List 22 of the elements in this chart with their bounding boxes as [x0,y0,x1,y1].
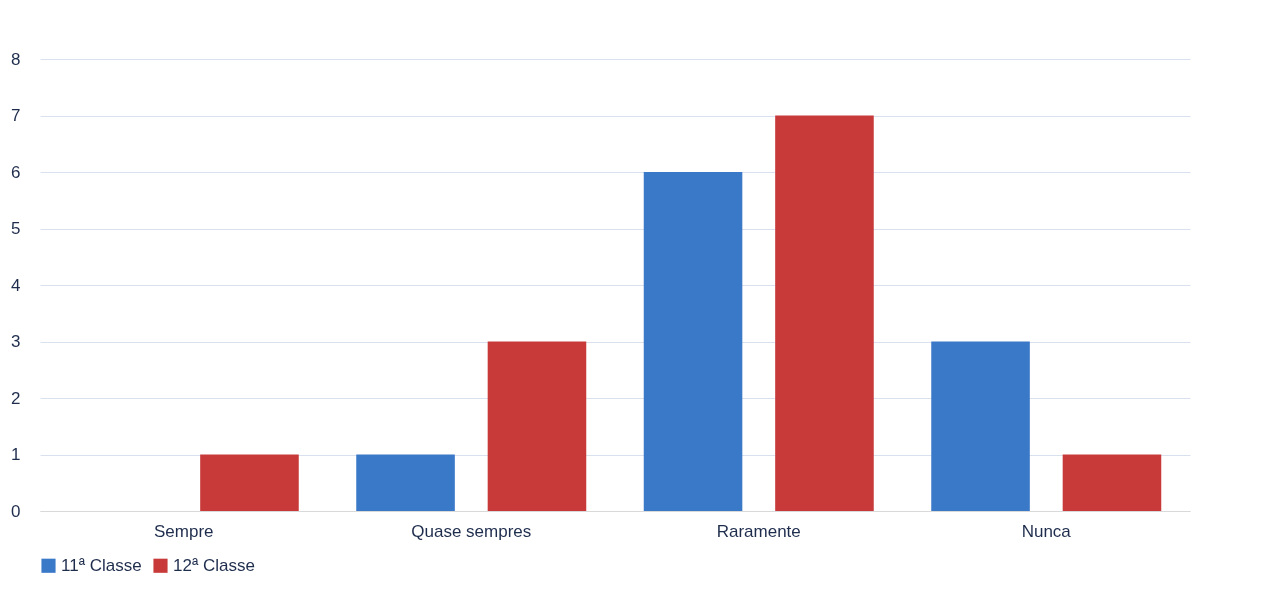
y-tick-label: 7 [11,106,21,125]
bar [356,454,455,511]
y-tick-label: 2 [11,388,21,408]
y-tick-label: 6 [11,162,21,182]
bar [775,115,874,511]
y-tick-label: 8 [11,49,21,69]
y-tick-label: 5 [11,219,21,238]
legend-label: 12ª Classe [173,555,255,575]
bar [1062,454,1162,511]
bar [487,341,587,511]
x-tick-label: Raramente [716,521,801,541]
x-tick-label: Sempre [153,521,214,541]
y-tick-label: 1 [11,445,21,464]
y-tick-label: 3 [11,332,21,351]
bar [643,172,743,511]
x-tick-label: Nunca [1021,521,1072,541]
bar [931,341,1030,511]
y-tick-label: 0 [11,501,21,521]
legend-label: 11ª Classe [61,555,142,575]
bar [200,454,299,511]
y-tick-label: 4 [11,275,21,295]
x-tick-label: Quase sempres [411,521,532,541]
